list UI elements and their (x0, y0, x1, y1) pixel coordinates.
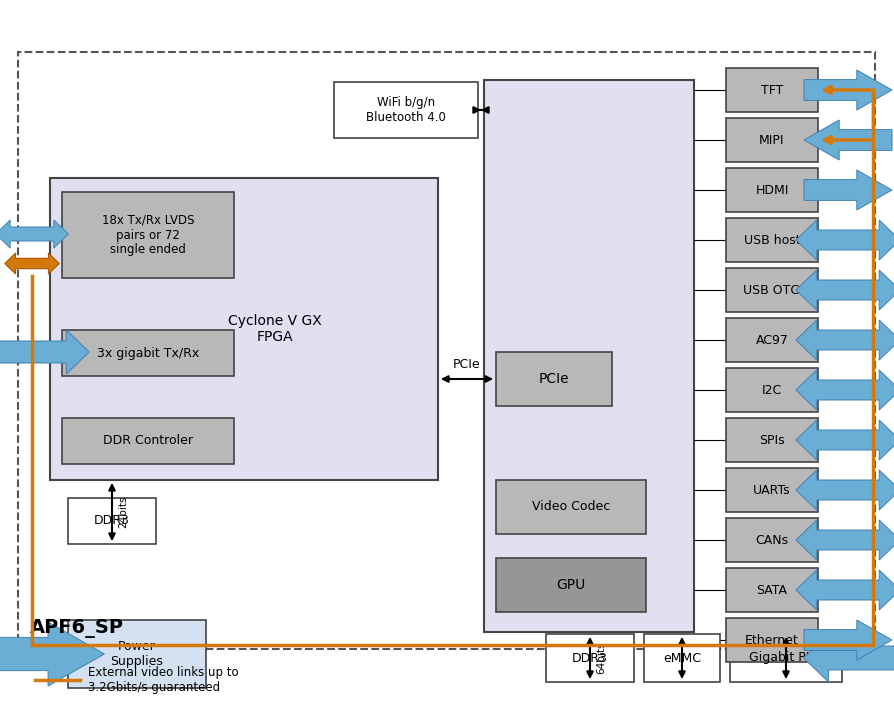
Bar (730, 634, 841, 682)
Polygon shape (803, 620, 891, 660)
Bar (725, 568, 817, 612)
Bar (725, 618, 817, 662)
Text: TFT: TFT (760, 84, 782, 97)
Polygon shape (795, 370, 894, 410)
Polygon shape (795, 470, 894, 510)
Text: USB host: USB host (743, 234, 799, 247)
Bar (62, 330, 233, 376)
Bar (725, 468, 817, 512)
Polygon shape (0, 622, 105, 686)
Text: DDR3: DDR3 (571, 652, 607, 665)
Text: SATA: SATA (755, 583, 787, 596)
Text: HDMI: HDMI (755, 184, 788, 197)
Text: DDR Controler: DDR Controler (103, 435, 193, 448)
Text: PCIe: PCIe (452, 358, 480, 371)
Text: Power
Supplies: Power Supplies (111, 640, 164, 668)
Text: 64bits: 64bits (595, 642, 605, 674)
Bar (18, 52, 874, 649)
Text: 3x gigabit Tx/Rx: 3x gigabit Tx/Rx (97, 347, 198, 360)
Text: DDR3: DDR3 (94, 515, 130, 528)
Bar (484, 80, 693, 632)
Bar (725, 268, 817, 312)
Bar (62, 418, 233, 464)
Text: 18x Tx/Rx LVDS
pairs or 72
single ended: 18x Tx/Rx LVDS pairs or 72 single ended (102, 213, 194, 257)
Bar (725, 68, 817, 112)
Bar (495, 558, 645, 612)
Polygon shape (803, 120, 891, 160)
Text: eMMC: eMMC (662, 652, 700, 665)
Text: I2C: I2C (761, 384, 781, 397)
Polygon shape (795, 220, 894, 260)
Bar (333, 82, 477, 138)
Text: 24bits: 24bits (118, 496, 128, 528)
Bar (725, 168, 817, 212)
Bar (495, 352, 611, 406)
Polygon shape (803, 70, 891, 110)
Polygon shape (795, 520, 894, 560)
Bar (644, 634, 719, 682)
Text: MIPI: MIPI (758, 133, 784, 146)
Text: SPIs: SPIs (758, 433, 784, 446)
Bar (495, 480, 645, 534)
Text: USB OTG: USB OTG (743, 283, 799, 296)
Polygon shape (795, 320, 894, 360)
Text: Ethernet: Ethernet (745, 634, 798, 647)
Polygon shape (0, 220, 68, 248)
Bar (725, 118, 817, 162)
Text: Gigabit PHY: Gigabit PHY (748, 652, 822, 665)
Text: PCIe: PCIe (538, 372, 569, 386)
Bar (68, 498, 156, 544)
Bar (68, 620, 206, 688)
Text: i.MX6
Dual/Quad Core: i.MX6 Dual/Quad Core (536, 480, 641, 508)
Bar (62, 192, 233, 278)
Text: Cyclone V GX
FPGA: Cyclone V GX FPGA (228, 314, 322, 344)
Polygon shape (803, 170, 891, 210)
Text: External video links up to
3.2Gbits/s guaranteed: External video links up to 3.2Gbits/s gu… (88, 666, 239, 694)
Bar (725, 368, 817, 412)
Bar (725, 518, 817, 562)
Bar (725, 218, 817, 262)
Polygon shape (795, 570, 894, 610)
Text: GPU: GPU (556, 578, 585, 592)
Polygon shape (795, 270, 894, 310)
Bar (545, 634, 633, 682)
Text: AC97: AC97 (755, 334, 788, 347)
Polygon shape (0, 330, 89, 374)
Bar (725, 418, 817, 462)
Text: WiFi b/g/n
Bluetooth 4.0: WiFi b/g/n Bluetooth 4.0 (366, 96, 445, 124)
Bar (50, 178, 437, 480)
Text: Video Codec: Video Codec (531, 500, 610, 513)
Text: UARTs: UARTs (753, 484, 790, 497)
Text: CANs: CANs (755, 534, 788, 547)
Bar (725, 318, 817, 362)
Polygon shape (4, 253, 59, 274)
Polygon shape (795, 420, 894, 460)
Text: APF6_SP: APF6_SP (30, 619, 124, 639)
Polygon shape (803, 634, 894, 682)
